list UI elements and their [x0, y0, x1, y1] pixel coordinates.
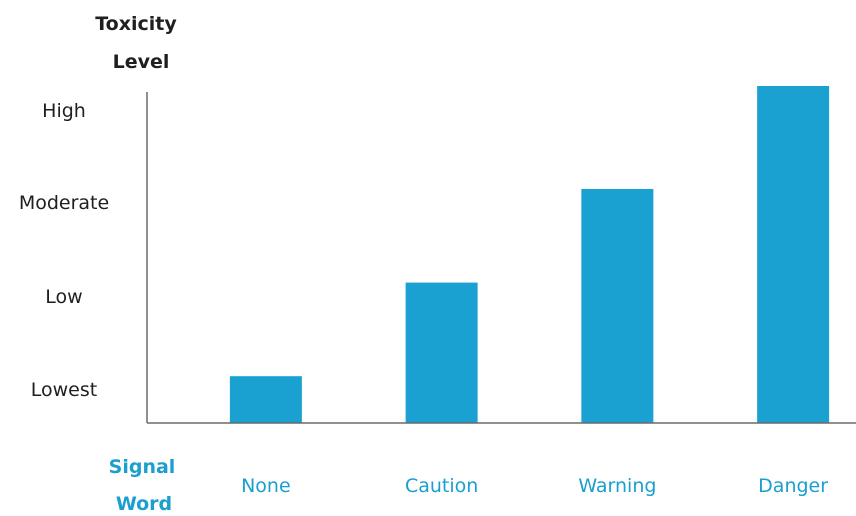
x-axis-title: Signal Word [109, 456, 176, 515]
y-tick-label-high: High [42, 100, 86, 122]
x-tick-labels: None Caution Warning Danger [241, 475, 828, 497]
y-axis-title: Toxicity Level [95, 13, 177, 73]
bar-none [229, 376, 302, 423]
bar-caution [405, 282, 478, 423]
x-tick-label-none: None [241, 475, 291, 497]
x-tick-label-danger: Danger [758, 475, 828, 497]
x-axis-title-line-1: Signal [109, 456, 176, 478]
bar-warning [581, 188, 654, 423]
y-tick-label-lowest: Lowest [31, 379, 97, 401]
y-tick-labels: Lowest Low Moderate High [19, 100, 109, 401]
x-tick-label-warning: Warning [578, 475, 656, 497]
y-axis-title-line-1: Toxicity [95, 13, 177, 35]
y-tick-label-moderate: Moderate [19, 192, 109, 214]
y-tick-label-low: Low [45, 286, 82, 308]
y-axis-title-line-2: Level [113, 51, 170, 73]
x-tick-label-caution: Caution [405, 475, 478, 497]
x-axis-title-line-2: Word [116, 493, 172, 515]
bars [229, 86, 830, 423]
bar-danger [757, 86, 830, 423]
